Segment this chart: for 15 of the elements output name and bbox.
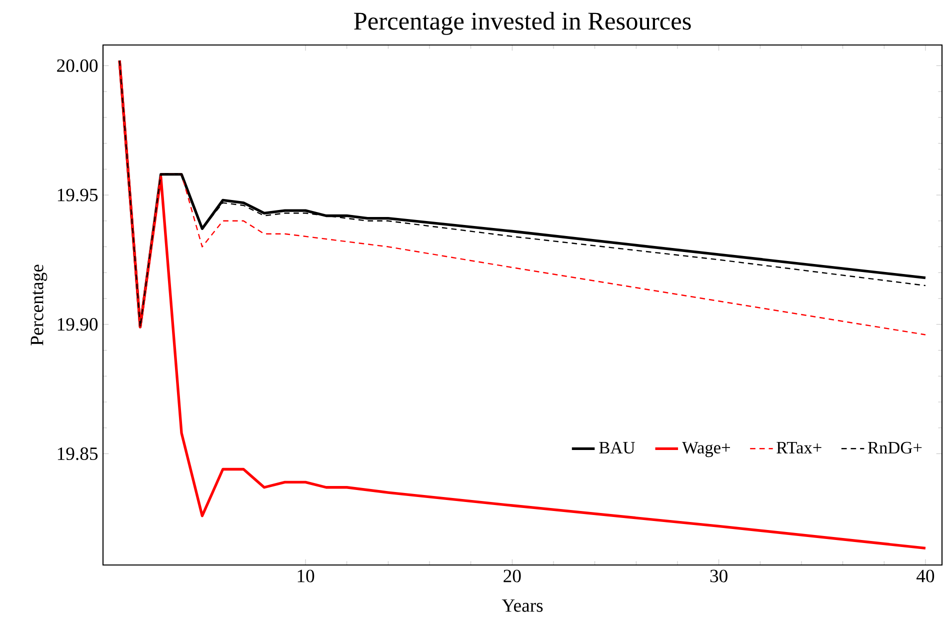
y-tick-label: 19.90: [58, 318, 98, 331]
legend-label: Wage+: [682, 442, 730, 458]
chart-title: Percentage invested in Resources: [354, 12, 691, 35]
y-axis-title: Percentage: [30, 264, 48, 346]
legend-label: BAU: [599, 442, 635, 454]
y-tick-label: 19.85: [58, 447, 98, 460]
y-tick-label: 19.95: [58, 188, 98, 202]
x-tick-label: 10: [298, 570, 314, 582]
x-tick-label: 30: [710, 570, 728, 582]
legend-label: RnDG+: [868, 442, 922, 454]
x-tick-label: 20: [504, 570, 521, 582]
y-tick-label: 20.00: [57, 59, 98, 72]
legend-label: RTax+: [776, 442, 822, 454]
x-tick-label: 40: [916, 570, 934, 582]
x-axis-title: Years: [502, 599, 543, 612]
